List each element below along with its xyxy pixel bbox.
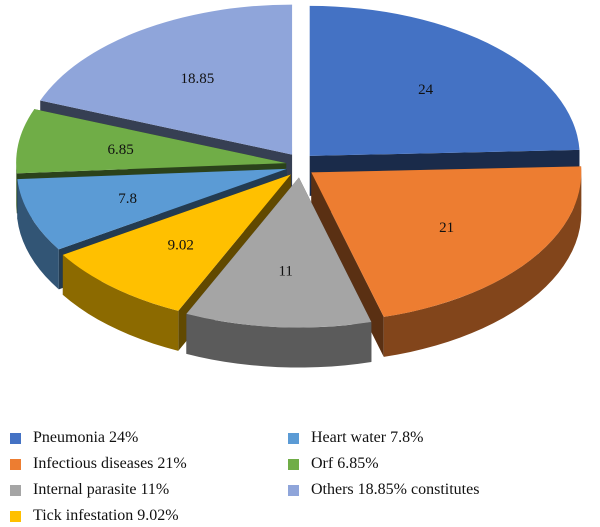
slice-wall-internal-parasite-11	[186, 313, 372, 368]
legend-label: Heart water 7.8%	[311, 429, 424, 446]
data-label-others-18-85-constitutes: 18.85	[181, 71, 215, 87]
pie-chart: 24 21 11 9.02 7.8 6.85 18.85	[16, 4, 582, 368]
legend-item-internal-parasite-11: Internal parasite 11%	[10, 479, 169, 501]
slice-wall-orf-6-85	[16, 163, 17, 214]
legend-swatch	[288, 458, 299, 470]
data-label-internal-parasite-11: 11	[278, 263, 292, 279]
legend-swatch	[10, 510, 21, 522]
legend-swatch	[10, 432, 21, 444]
slice-wall-heart-water-7-8	[17, 179, 59, 290]
slice-wall-tick-infestation-9-02	[62, 254, 179, 351]
legend-label: Tick infestation 9.02%	[33, 507, 179, 524]
legend-swatch	[288, 484, 299, 496]
legend-label: Infectious diseases 21%	[33, 455, 187, 472]
legend-item-orf-6-85: Orf 6.85%	[288, 453, 379, 475]
pie-slices	[16, 4, 582, 328]
legend-label: Others 18.85% constitutes	[311, 481, 480, 498]
legend-label: Pneumonia 24%	[33, 429, 139, 446]
slice-heart-water-7-8	[17, 168, 287, 250]
slice-internal-parasite-11	[186, 177, 372, 328]
legend-item-heart-water-7-8: Heart water 7.8%	[288, 427, 423, 449]
legend-label: Internal parasite 11%	[33, 481, 170, 498]
pie-data-labels: 24 21 11 9.02 7.8 6.85 18.85	[108, 71, 455, 279]
legend-item-others-18-85-constitutes: Others 18.85% constitutes	[288, 479, 479, 501]
slice-wall-infectious-diseases-21	[383, 172, 582, 357]
legend-swatch	[10, 484, 21, 496]
legend-item-infectious-diseases-21: Infectious diseases 21%	[10, 453, 187, 475]
data-label-orf-6-85: 6.85	[108, 142, 134, 158]
data-label-tick-infestation-9-02: 9.02	[168, 238, 194, 254]
slice-infectious-diseases-21	[311, 166, 582, 317]
data-label-pneumonia-24: 24	[418, 82, 434, 98]
slice-pneumonia-24	[309, 5, 580, 156]
legend-swatch	[288, 432, 299, 444]
data-label-infectious-diseases-21: 21	[439, 220, 454, 236]
legend-swatch	[10, 458, 21, 470]
legend-item-pneumonia-24: Pneumonia 24%	[10, 427, 138, 449]
legend-item-tick-infestation-9-02: Tick infestation 9.02%	[10, 505, 179, 527]
legend: Pneumonia 24% Infectious diseases 21% Inte…	[0, 420, 600, 525]
slice-others-18-85-constitutes	[40, 4, 293, 155]
slice-tick-infestation-9-02	[62, 174, 291, 311]
legend-label: Orf 6.85%	[311, 455, 379, 472]
data-label-heart-water-7-8: 7.8	[118, 191, 137, 207]
slice-orf-6-85	[16, 109, 287, 174]
